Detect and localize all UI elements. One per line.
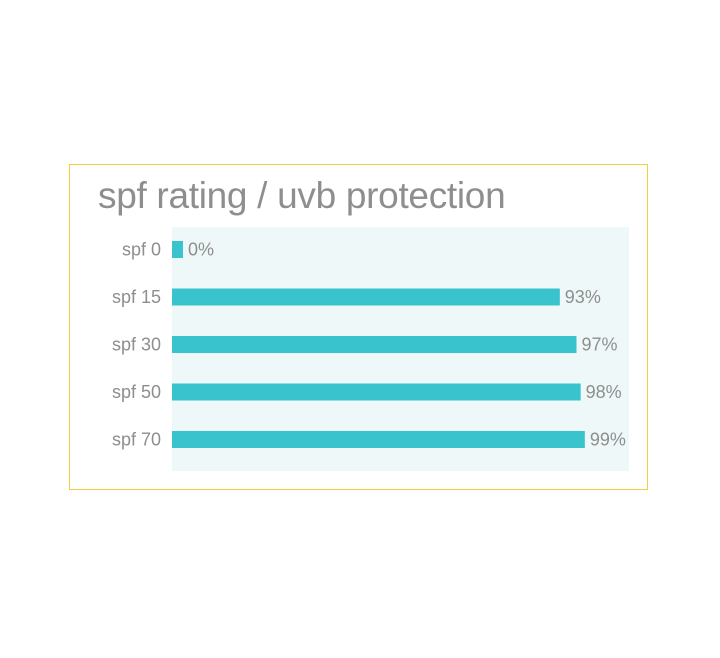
- bar: [172, 288, 560, 306]
- chart-frame: spf rating / uvb protection spf 0 0% spf 1…: [69, 164, 648, 490]
- category-label: spf 15: [112, 287, 161, 307]
- bar: [172, 383, 581, 401]
- value-label: 98%: [586, 382, 622, 402]
- value-label: 99%: [590, 430, 626, 450]
- category-label: spf 70: [112, 430, 161, 450]
- bar: [172, 336, 577, 353]
- category-label: spf 50: [112, 382, 161, 402]
- bar: [172, 241, 183, 258]
- chart-title: spf rating / uvb protection: [98, 175, 506, 216]
- category-label: spf 0: [122, 240, 161, 260]
- chart-plot: spf 0 0% spf 15 93% spf 30 97% spf 50 98% spf 70…: [112, 227, 629, 471]
- value-label: 97%: [581, 335, 617, 355]
- value-label: 93%: [565, 287, 601, 307]
- bar: [172, 431, 585, 448]
- category-label: spf 30: [112, 335, 161, 355]
- value-label: 0%: [188, 240, 214, 260]
